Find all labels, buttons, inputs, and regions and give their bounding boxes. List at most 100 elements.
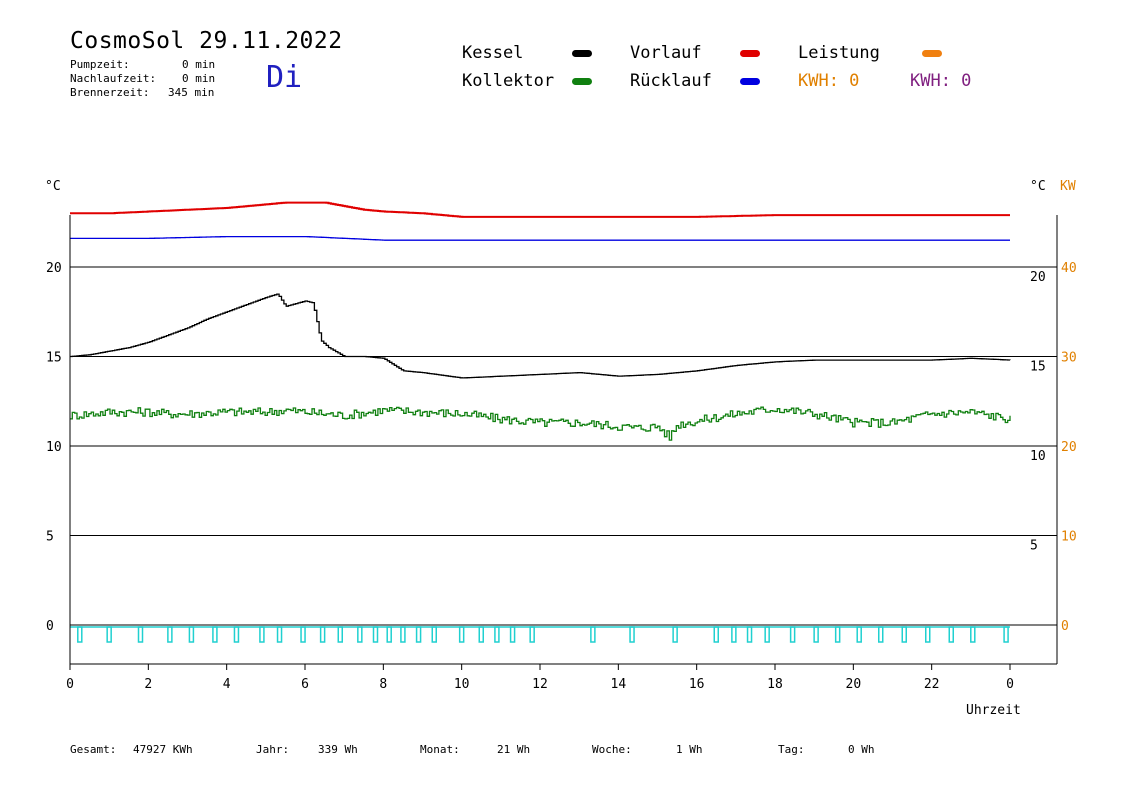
- pump-cycle-mark: [834, 626, 841, 643]
- pump-cycle-mark: [415, 626, 422, 643]
- pump-cycle-mark: [529, 626, 535, 643]
- pump-time-value: 0 min: [182, 58, 216, 71]
- pump-cycle-mark: [970, 626, 976, 643]
- series-layer: [70, 201, 1011, 441]
- legend-kwh-1: KWH: 0: [798, 71, 860, 91]
- pump-cycle-mark: [789, 626, 796, 643]
- pump-cycle-mark: [233, 626, 240, 643]
- pump-cycle-mark: [212, 626, 218, 643]
- left-unit-label: °C: [45, 179, 61, 194]
- pump-cycle-mark: [300, 626, 306, 643]
- footer-week-label: Woche:: [592, 743, 632, 756]
- pump-cycle-mark: [106, 626, 112, 643]
- pump-cycle-mark: [259, 626, 265, 643]
- pump-cycle-mark: [813, 626, 819, 643]
- pump-cycle-mark: [731, 626, 737, 643]
- legend-leistung-label: Leistung: [798, 43, 880, 63]
- pump-cycle-mark: [672, 626, 678, 643]
- legend-kollektor-label: Kollektor: [462, 71, 555, 91]
- pump-cycle-mark: [372, 626, 379, 643]
- right-kw-tick-label: 30: [1061, 351, 1077, 366]
- footer-year-value: 339 Wh: [318, 743, 358, 756]
- right-temp-tick-label: 15: [1030, 360, 1046, 375]
- left-tick-label: 10: [46, 440, 62, 455]
- x-tick-label: 22: [924, 677, 940, 692]
- pump-cycle-mark: [357, 626, 363, 643]
- tick-layer: 0 5 10 15 20 5 10 15 20 0 10 20 30 40 0 2 4 6 8 10 12 14 16 18 2…: [46, 261, 1077, 692]
- pump-cycle-mark: [431, 626, 437, 643]
- pump-cycle-mark: [878, 626, 884, 643]
- pump-cycle-mark: [77, 626, 83, 643]
- grid-layer: [70, 266, 1057, 626]
- pump-cycle-mark: [458, 626, 465, 643]
- pump-cycle-mark: [337, 626, 343, 643]
- right-temp-tick-label: 10: [1030, 449, 1046, 464]
- footer-day-value: 0 Wh: [848, 743, 875, 756]
- x-tick-label: 2: [144, 677, 152, 692]
- x-tick-label: 10: [454, 677, 470, 692]
- pump-cycle-mark: [629, 626, 635, 643]
- pump-cycle-mark: [713, 626, 719, 643]
- right-unit-kw-label: KW: [1060, 179, 1076, 194]
- right-unit-label: °C: [1030, 179, 1046, 194]
- pump-cycle-mark: [856, 626, 862, 643]
- x-tick-label: 20: [846, 677, 862, 692]
- footer-total-value: 47927 KWh: [133, 743, 193, 756]
- left-tick-label: 15: [46, 351, 62, 366]
- pump-cycle-mark: [137, 626, 144, 643]
- legend-ruecklauf-swatch: [740, 78, 760, 85]
- legend-kessel-label: Kessel: [462, 43, 524, 63]
- after-run-time-value: 0 min: [182, 72, 216, 85]
- footer-year-label: Jahr:: [256, 743, 290, 756]
- x-tick-label: 0: [1006, 677, 1014, 692]
- axis-layer: °C °C KW Uhrzeit: [45, 179, 1076, 718]
- pump-cycle-mark: [509, 626, 516, 643]
- burner-time-value: 345 min: [168, 86, 215, 99]
- series-line-vorlauf: [70, 201, 1010, 218]
- right-temp-tick-label: 20: [1030, 270, 1046, 285]
- pump-cycle-mark: [948, 626, 954, 643]
- footer-month-value: 21 Wh: [497, 743, 531, 756]
- left-tick-label: 5: [46, 530, 54, 545]
- right-kw-tick-label: 20: [1061, 440, 1077, 455]
- series-line-rücklauf: [70, 235, 1010, 241]
- pump-cycle-mark: [386, 626, 392, 643]
- right-kw-tick-label: 0: [1061, 619, 1069, 634]
- legend-vorlauf-label: Vorlauf: [630, 43, 702, 63]
- left-tick-label: 20: [46, 261, 62, 276]
- x-tick-label: 6: [301, 677, 309, 692]
- x-tick-label: 14: [611, 677, 627, 692]
- x-tick-label: 18: [767, 677, 783, 692]
- pump-cycle-mark: [901, 626, 907, 643]
- series-line-kollektor: [70, 406, 1011, 441]
- pump-cycle-mark: [494, 626, 500, 643]
- legend-ruecklauf-label: Rücklauf: [630, 71, 712, 91]
- footer-total-label: Gesamt:: [70, 743, 117, 756]
- x-tick-label: 8: [379, 677, 387, 692]
- pump-cycle-mark: [400, 626, 406, 643]
- x-tick-label: 12: [532, 677, 548, 692]
- pump-cycle-mark: [1003, 626, 1009, 643]
- pump-cycle-mark: [188, 626, 195, 643]
- pump-cycle-mark: [764, 626, 770, 643]
- right-kw-tick-label: 40: [1061, 261, 1077, 276]
- legend-vorlauf-swatch: [740, 50, 760, 57]
- x-axis-title: Uhrzeit: [966, 703, 1021, 718]
- pump-layer: [70, 626, 1010, 643]
- pump-cycle-mark: [590, 626, 596, 643]
- pump-time-label: Pumpzeit:: [70, 58, 130, 71]
- after-run-time-label: Nachlaufzeit:: [70, 72, 157, 85]
- footer-week-value: 1 Wh: [676, 743, 703, 756]
- footer-month-label: Monat:: [420, 743, 460, 756]
- pump-cycle-mark: [746, 626, 753, 643]
- pump-cycle-mark: [167, 626, 173, 643]
- legend-kollektor-swatch: [572, 78, 592, 85]
- x-tick-label: 4: [223, 677, 231, 692]
- pump-cycle-mark: [925, 626, 931, 643]
- page-title: CosmoSol 29.11.2022: [70, 28, 343, 54]
- pump-cycle-mark: [478, 626, 484, 643]
- x-tick-label: 0: [66, 677, 74, 692]
- pump-cycle-mark: [319, 626, 326, 643]
- footer-day-label: Tag:: [778, 743, 805, 756]
